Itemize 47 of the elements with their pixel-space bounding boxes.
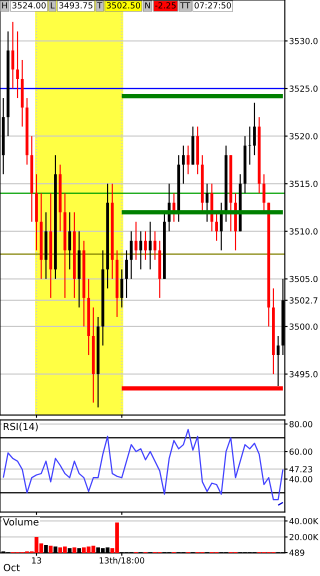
candlestick: [16, 30, 19, 99]
y-tick-label: 3510.0: [290, 228, 318, 235]
text: Oct: [4, 564, 20, 572]
candlestick: [215, 212, 218, 242]
y-tick-label: 40.00K: [289, 518, 318, 524]
y-tick-label: 3502.7: [290, 297, 318, 304]
y-tick-label: 3500.0: [290, 323, 318, 330]
chart-title: RSI(14): [4, 422, 38, 432]
candlestick: [262, 174, 266, 213]
x-tick-label: 13: [32, 557, 42, 564]
y-tick-label: 20.00K: [290, 534, 318, 540]
candlestick: [134, 221, 138, 260]
y-tick-label: 3505.0: [290, 276, 318, 282]
candlestick: [206, 183, 209, 222]
candlestick: [154, 230, 156, 260]
candlestick: [186, 145, 190, 175]
candlestick: [276, 335, 280, 387]
annotation: L: [50, 2, 55, 8]
annotation: H: [2, 2, 7, 8]
annotation: -2.25: [155, 2, 176, 9]
y-tick-label: 60.00: [290, 448, 312, 455]
y-tick-label: 3530.0: [290, 38, 318, 44]
candlestick: [68, 212, 72, 270]
candlestick: [144, 230, 147, 260]
bar: [48, 546, 53, 553]
annotation: 3502.50: [106, 2, 140, 9]
candlestick: [182, 145, 185, 184]
annotation: 3524.00: [12, 2, 46, 9]
y-tick-label: 3495.0: [290, 371, 318, 378]
bar: [72, 547, 76, 553]
y-tick-label: 3520.0: [290, 133, 318, 140]
annotation: N: [145, 2, 150, 8]
annotation: 07:27:50: [194, 2, 231, 9]
annotation: TT: [180, 2, 190, 8]
annotation: T: [97, 2, 102, 8]
chart-title: Volume: [2, 518, 38, 526]
y-tick-label: 3515.0: [290, 180, 318, 187]
y-tick-label: 40.00: [289, 476, 312, 482]
y-tick-label: 47.23: [289, 466, 312, 472]
y-tick-label: 80.00: [290, 421, 312, 428]
x-tick-label: 13th/18:00: [100, 557, 144, 564]
y-tick-label: 489: [289, 550, 304, 556]
annotation: 3493.75: [59, 2, 92, 9]
y-tick-label: 3525.0: [290, 86, 318, 92]
candlestick: [248, 126, 252, 166]
candlestick: [253, 102, 256, 156]
candlestick: [125, 250, 128, 298]
